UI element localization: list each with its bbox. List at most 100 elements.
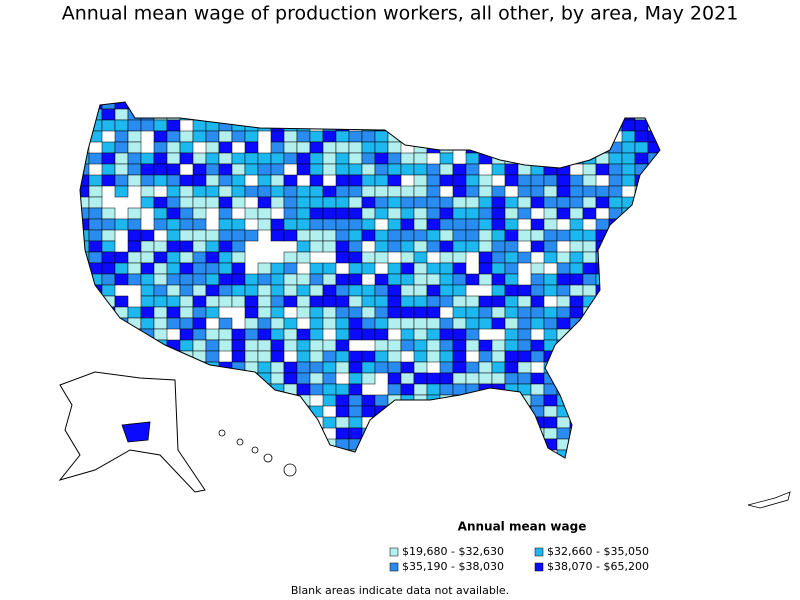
area xyxy=(257,163,272,176)
area xyxy=(127,262,142,275)
area xyxy=(426,372,441,385)
area xyxy=(244,207,259,220)
area xyxy=(101,108,116,121)
area xyxy=(101,240,116,253)
area xyxy=(543,102,558,110)
area xyxy=(530,339,545,352)
area xyxy=(661,417,674,428)
area xyxy=(608,449,623,458)
area xyxy=(361,108,376,121)
area xyxy=(166,240,181,253)
area xyxy=(634,295,649,308)
area xyxy=(582,108,597,121)
area xyxy=(309,152,324,165)
area xyxy=(114,262,129,275)
area xyxy=(569,405,584,418)
area xyxy=(439,295,454,308)
area xyxy=(153,262,168,275)
area xyxy=(465,207,480,220)
area xyxy=(517,102,532,110)
area xyxy=(309,218,324,231)
area xyxy=(335,218,350,231)
area xyxy=(608,372,623,385)
area xyxy=(595,102,610,110)
area xyxy=(153,102,168,110)
area xyxy=(608,361,623,374)
area xyxy=(309,240,324,253)
area xyxy=(582,229,597,242)
puerto-rico xyxy=(747,491,791,509)
area xyxy=(595,196,610,209)
area xyxy=(465,416,480,429)
area xyxy=(257,174,272,187)
legend-swatch xyxy=(389,547,399,557)
area xyxy=(283,449,298,458)
area xyxy=(544,461,557,472)
area xyxy=(140,306,155,319)
area xyxy=(478,427,493,440)
area xyxy=(88,273,103,286)
area xyxy=(387,284,402,297)
area xyxy=(309,328,324,341)
area xyxy=(322,240,337,253)
area xyxy=(283,251,298,264)
area xyxy=(127,306,142,319)
area xyxy=(413,438,428,451)
area xyxy=(595,262,610,275)
area xyxy=(478,119,493,132)
area xyxy=(153,207,168,220)
area xyxy=(270,416,285,429)
area xyxy=(491,185,506,198)
area xyxy=(257,185,272,198)
area xyxy=(661,384,674,395)
area xyxy=(387,152,402,165)
area xyxy=(556,185,571,198)
area xyxy=(179,102,194,110)
area xyxy=(140,163,155,176)
area xyxy=(244,152,259,165)
area xyxy=(582,240,597,253)
area xyxy=(595,185,610,198)
area xyxy=(374,361,389,374)
area xyxy=(465,328,480,341)
area xyxy=(661,329,674,340)
area xyxy=(478,229,493,242)
area xyxy=(270,284,285,297)
area xyxy=(270,262,285,275)
area xyxy=(296,130,311,143)
area xyxy=(491,229,506,242)
area xyxy=(634,284,649,297)
area xyxy=(387,141,402,154)
area xyxy=(413,306,428,319)
area xyxy=(661,219,674,230)
area xyxy=(400,273,415,286)
area xyxy=(466,461,479,472)
area xyxy=(439,339,454,352)
area xyxy=(491,416,506,429)
area xyxy=(322,339,337,352)
area xyxy=(114,108,129,121)
area xyxy=(179,218,194,231)
area xyxy=(244,108,259,121)
area xyxy=(309,284,324,297)
area xyxy=(621,218,636,231)
area xyxy=(296,273,311,286)
area xyxy=(374,251,389,264)
area xyxy=(348,229,363,242)
area xyxy=(452,163,467,176)
area xyxy=(101,262,116,275)
area xyxy=(491,141,506,154)
area xyxy=(309,372,324,385)
area xyxy=(205,273,220,286)
area xyxy=(530,350,545,363)
area xyxy=(530,130,545,143)
area xyxy=(491,284,506,297)
area xyxy=(361,361,376,374)
area xyxy=(478,350,493,363)
area xyxy=(595,383,610,396)
area xyxy=(530,102,545,110)
area xyxy=(634,328,649,341)
legend-label: $38,070 - $65,200 xyxy=(547,560,649,573)
area xyxy=(270,185,285,198)
area xyxy=(608,152,623,165)
